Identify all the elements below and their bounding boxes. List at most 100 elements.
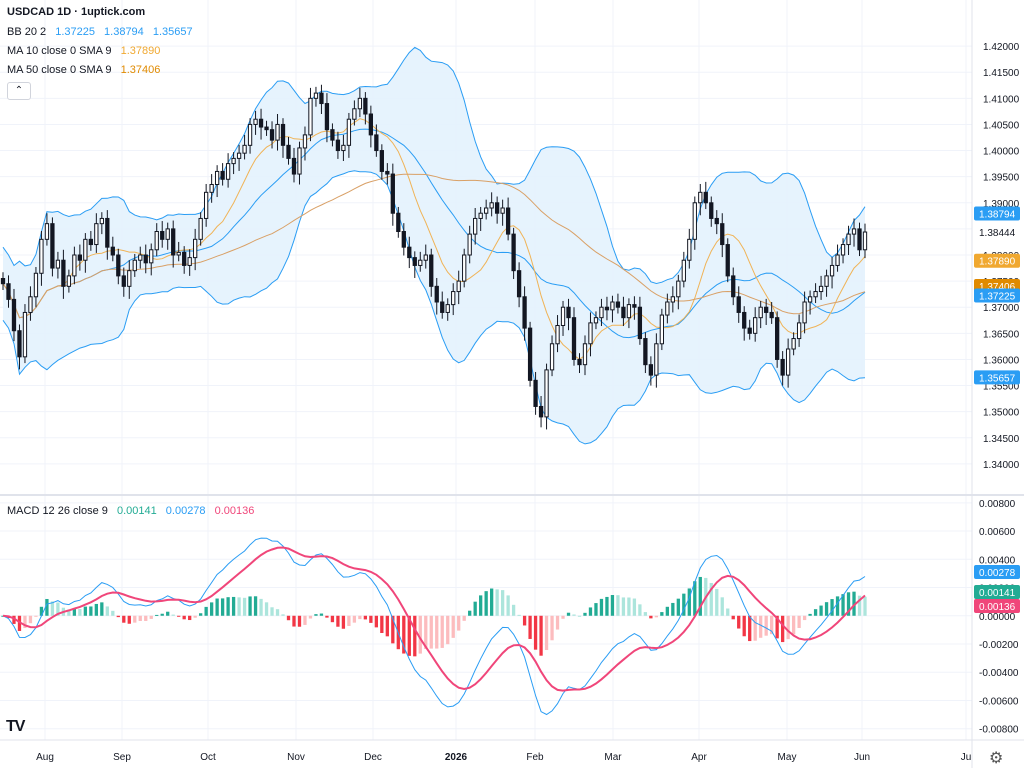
macd-histogram-bar [259,598,263,616]
candle-body [522,296,527,329]
candle-body [346,118,352,146]
candle-body [753,317,758,334]
macd-histogram-bar [144,615,148,621]
candle-body [681,259,686,282]
price-badge-last [973,224,1021,240]
symbol-title[interactable]: USDCAD 1D · 1uptick.com [7,6,146,18]
macd-histogram-bar [715,588,719,616]
ma10-legend-label: MA 10 close 0 SMA 9 [7,45,112,57]
macd-histogram-bar [583,612,587,616]
candle-body [692,202,697,240]
candle-body [143,254,148,264]
candle-body [335,139,341,152]
price-tick-label: 1.39000 [983,199,1020,210]
candle-body [818,285,824,293]
ma10-legend[interactable]: MA 10 close 0 SMA 9 1.37890 [7,44,166,58]
macd-histogram-bar [709,582,713,616]
candle-body [604,306,610,311]
candle-body [599,306,604,319]
macd-histogram-bar [111,610,115,616]
candle-body [555,325,560,345]
candle-body [39,238,44,274]
macd-histogram-bar [45,598,49,616]
macd-histogram-bar [759,615,763,638]
macd-histogram-bar [506,595,510,616]
tradingview-logo-icon[interactable]: TV [6,718,25,735]
macd-histogram-bar [424,615,428,649]
macd-legend[interactable]: MACD 12 26 close 9 0.00141 0.00278 0.001… [7,504,260,518]
macd-histogram-bar [473,601,477,616]
price-tick-label: 1.35500 [983,382,1020,393]
price-tick-label: 1.41500 [983,68,1020,79]
macd-histogram-bar [374,615,378,628]
candle-body [829,264,835,277]
candle-body [785,348,791,376]
macd-histogram-bar [270,607,274,616]
macd-histogram-bar [484,591,488,616]
candle-body [407,246,412,259]
macd-histogram-bar [621,597,626,616]
macd-histogram-bar [127,615,131,624]
candle-body [412,257,417,266]
time-tick-label: Sep [113,752,131,763]
macd-histogram-bar [297,615,302,627]
time-tick-label: Ju [961,752,972,763]
macd-histogram-bar [616,595,620,616]
macd-histogram-bar [100,602,104,616]
macd-histogram-bar [748,615,752,642]
candle-body [709,202,714,219]
bb-legend[interactable]: BB 20 2 1.37225 1.38794 1.35657 [7,25,199,39]
macd-histogram-bar [572,614,576,616]
candle-body [467,233,472,256]
candle-body [28,296,33,313]
candle-body [857,228,862,251]
candle-body [297,147,302,175]
macd-histogram-bar [797,615,801,628]
candle-body [94,223,99,246]
time-tick-label: Dec [364,752,382,763]
macd-signal-line [2,546,866,692]
macd-badge-signal [974,599,1020,613]
macd-histogram-bar [242,597,247,616]
macd-histogram-bar [17,615,22,631]
macd-tick-label: -0.00200 [979,640,1019,651]
candle-body [116,254,121,277]
candle-body [275,123,280,141]
macd-histogram-bar [555,615,560,630]
macd-badge-label-signal: 0.00136 [979,602,1016,613]
candle-body [703,191,708,204]
price-tick-label: 1.40000 [983,147,1020,158]
macd-histogram-bar [402,615,406,654]
candle-body [758,306,763,319]
macd-histogram-bar [418,615,422,654]
candle-body [807,296,813,303]
candle-body [731,275,736,298]
candle-body [456,280,461,293]
macd-histogram-bar [753,615,757,641]
time-tick-label: Aug [36,752,54,763]
macd-histogram-bar [303,615,307,625]
macd-histogram-bar [846,592,851,616]
macd-histogram-bar [737,615,741,629]
collapse-legend-button[interactable]: ⌃ [7,82,31,100]
candle-body [88,238,93,246]
candle-body [99,217,104,225]
macd-histogram-bar [687,588,691,616]
candle-body [363,97,368,115]
macd-tick-label: 0.00600 [979,527,1016,538]
candle-body [769,311,774,319]
macd-histogram-bar [649,615,653,619]
candle-body [643,338,648,366]
macd-histogram-bar [490,588,494,616]
settings-gear-icon[interactable]: ⚙ [989,750,1004,767]
macd-histogram-bar [599,598,604,616]
time-tick-label: Mar [604,752,622,763]
ma50-legend[interactable]: MA 50 close 0 SMA 9 1.37406 [7,63,166,77]
candle-body [302,134,308,149]
macd-histogram-bar [413,615,417,657]
macd-histogram-bar [116,615,120,618]
time-tick-label: Jun [854,752,870,763]
macd-histogram-bar [369,615,373,623]
bb-lower-value: 1.35657 [152,26,193,38]
